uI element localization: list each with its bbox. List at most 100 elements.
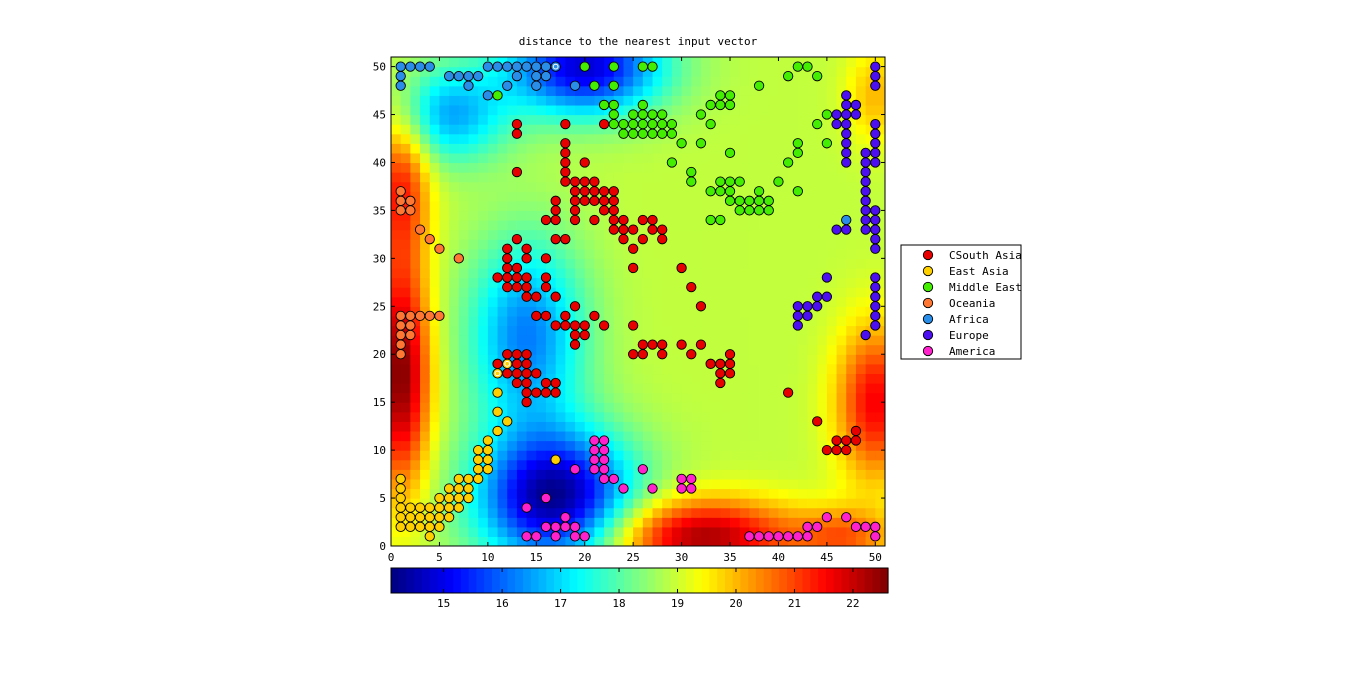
heatmap-cell: [778, 133, 789, 144]
heatmap-cell: [730, 536, 741, 546]
heatmap-cell: [710, 172, 721, 183]
heatmap-cell: [671, 66, 683, 77]
marker-csouth-asia: [511, 118, 523, 130]
heatmap-cell: [768, 450, 780, 461]
heatmap-cell: [449, 363, 460, 375]
heatmap-cell: [613, 517, 625, 528]
heatmap-cell: [662, 143, 673, 154]
heatmap-cell: [865, 344, 876, 355]
heatmap-cell: [565, 76, 576, 87]
heatmap-cell: [749, 104, 760, 116]
heatmap-cell: [391, 95, 402, 106]
heatmap-cell: [458, 296, 470, 307]
marker-middle-east: [821, 138, 833, 149]
marker-csouth-asia: [540, 310, 552, 322]
heatmap-cell: [768, 440, 780, 451]
heatmap-cell: [391, 76, 402, 87]
heatmap-cell: [429, 450, 441, 461]
heatmap-cell: [410, 411, 421, 422]
heatmap-cell: [391, 287, 402, 298]
heatmap-cell: [836, 306, 847, 317]
heatmap-cell: [749, 440, 760, 451]
heatmap-cell: [846, 354, 857, 365]
heatmap-cell: [575, 210, 586, 221]
heatmap-cell: [875, 200, 885, 212]
heatmap-cell: [536, 124, 547, 135]
heatmap-cell: [594, 104, 605, 116]
marker-csouth-asia: [598, 186, 610, 197]
heatmap-cell: [788, 430, 799, 442]
heatmap-cell: [681, 162, 692, 173]
heatmap-cell: [555, 95, 566, 106]
heatmap-cell: [507, 143, 518, 154]
heatmap-cell: [487, 430, 499, 442]
heatmap-cell: [565, 354, 576, 365]
marker-africa: [502, 80, 513, 91]
heatmap-cell: [865, 277, 876, 288]
heatmap-cell: [439, 191, 450, 202]
heatmap-cell: [497, 267, 508, 279]
heatmap-cell: [507, 76, 518, 87]
heatmap-cell: [429, 373, 441, 384]
heatmap-cell: [400, 536, 411, 546]
heatmap-cell: [846, 315, 857, 327]
heatmap-cell: [400, 421, 411, 432]
heatmap-cell: [487, 517, 499, 528]
heatmap-cell: [429, 402, 441, 413]
heatmap-cell: [400, 191, 411, 202]
heatmap-cell: [429, 287, 441, 298]
heatmap-cell: [710, 220, 721, 231]
marker-europe: [870, 147, 881, 159]
heatmap-cell: [875, 440, 885, 451]
colorbar-segment: [771, 568, 780, 593]
marker-csouth-asia: [598, 205, 610, 216]
colorbar-segment: [538, 568, 547, 593]
heatmap-cell: [439, 95, 450, 106]
heatmap-cell: [410, 57, 421, 68]
marker-africa: [395, 71, 406, 82]
heatmap-cell: [865, 354, 876, 365]
heatmap-cell: [526, 478, 537, 490]
heatmap-cell: [681, 200, 692, 212]
heatmap-cell: [797, 392, 809, 403]
colorbar-segment: [546, 568, 555, 593]
heatmap-cell: [468, 277, 479, 288]
heatmap-cell: [671, 143, 683, 154]
heatmap-cell: [768, 181, 780, 192]
heatmap-cell: [439, 277, 450, 288]
marker-csouth-asia: [821, 444, 833, 456]
heatmap-cell: [700, 459, 712, 470]
heatmap-cell: [671, 114, 683, 125]
marker-csouth-asia: [589, 310, 600, 322]
heatmap-cell: [613, 392, 625, 403]
heatmap-cell: [555, 517, 566, 528]
heatmap-cell: [807, 152, 818, 164]
colorbar-segment: [763, 568, 773, 593]
heatmap-cell: [749, 335, 760, 346]
heatmap-cell: [865, 66, 876, 77]
heatmap-cell: [604, 76, 615, 87]
heatmap-cell: [875, 402, 885, 413]
heatmap-cell: [584, 162, 596, 173]
heatmap-cell: [642, 335, 654, 346]
heatmap-cell: [739, 76, 750, 87]
heatmap-cell: [652, 488, 663, 499]
heatmap-cell: [594, 315, 605, 327]
heatmap-cell: [458, 66, 470, 77]
heatmap-cell: [458, 258, 470, 269]
heatmap-cell: [536, 248, 547, 259]
heatmap-cell: [671, 258, 683, 269]
heatmap-cell: [623, 267, 634, 279]
heatmap-cell: [652, 76, 663, 87]
heatmap-cell: [778, 287, 789, 298]
heatmap-cell: [846, 220, 857, 231]
marker-middle-east: [792, 147, 803, 159]
colorbar-segment: [414, 568, 423, 593]
heatmap-cell: [700, 95, 712, 106]
heatmap-cell: [507, 430, 518, 442]
heatmap-cell: [410, 124, 421, 135]
heatmap-cell: [526, 210, 537, 221]
heatmap-cell: [710, 469, 721, 480]
heatmap-cell: [516, 66, 528, 77]
heatmap-cell: [478, 526, 489, 538]
